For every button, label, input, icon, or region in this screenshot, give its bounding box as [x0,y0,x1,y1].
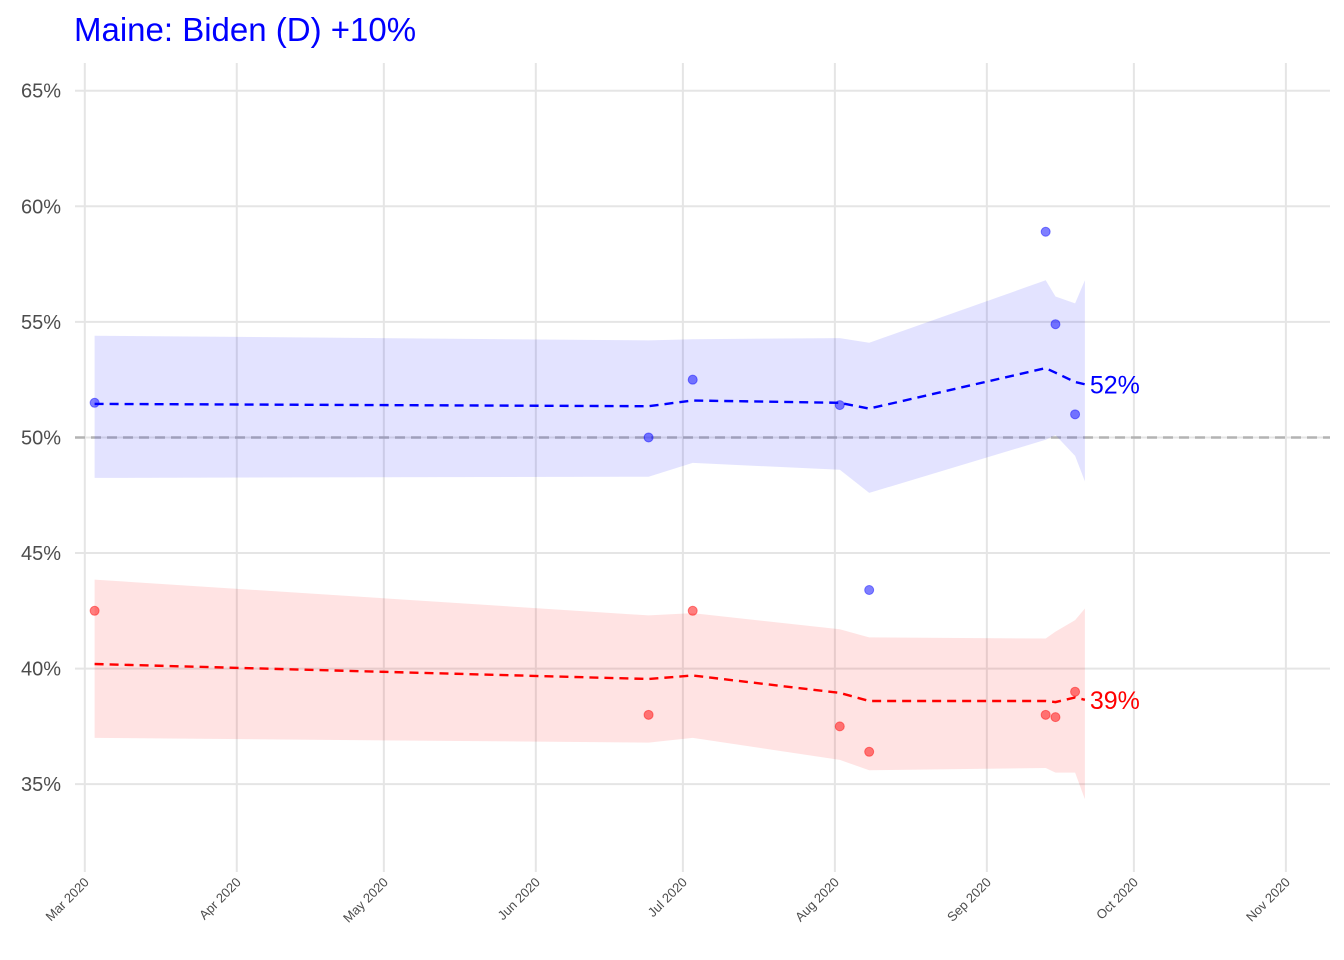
confidence-bands [94,280,1085,800]
biden-poll-point [1050,319,1061,330]
trump-trend-line [94,662,1086,704]
biden-poll-point [89,397,100,408]
y-tick-label: 40% [21,659,61,681]
x-tick-label: Aug 2020 [792,875,842,925]
x-tick-label: Jun 2020 [495,875,543,923]
y-tick-label: 60% [21,196,61,218]
y-tick-label: 50% [21,427,61,449]
chart-title: Maine: Biden (D) +10% [74,11,416,48]
y-tick-labels: 35% 40% 45% 50% 55% 60% 65% [21,81,61,796]
x-tick-label: Mar 2020 [42,875,91,924]
x-tick-label: Oct 2020 [1093,875,1141,923]
biden-poll-point [1070,409,1081,420]
trump-poll-point [1040,709,1051,720]
trump-confidence-band [94,579,1085,800]
x-tick-label: Apr 2020 [196,875,244,923]
trump-poll-point [643,709,654,720]
biden-trend-line [94,366,1086,410]
biden-end-label: 52% [1090,371,1140,399]
trump-poll-point [864,746,875,757]
x-tick-label: Nov 2020 [1243,875,1293,925]
biden-poll-point [834,400,845,411]
x-tick-label: May 2020 [340,875,391,926]
x-tick-labels: Mar 2020 Apr 2020 May 2020 Jun 2020 Jul 2020… [42,875,1293,926]
trend-lines [94,366,1086,704]
y-tick-label: 45% [21,543,61,565]
x-gridlines [83,63,1287,872]
end-labels: 52% 39% [1090,371,1140,715]
x-tick-label: Jul 2020 [645,875,690,920]
x-tick-label: Sep 2020 [944,875,994,925]
trump-poll-point [1050,712,1061,723]
trump-poll-point [687,605,698,616]
y-tick-label: 35% [21,774,61,796]
trump-poll-point [834,721,845,732]
trump-end-label: 39% [1090,687,1140,715]
biden-confidence-band [94,280,1085,493]
biden-poll-point [643,432,654,443]
biden-poll-point [864,585,875,596]
biden-poll-point [1040,226,1051,237]
trump-poll-point [1070,686,1081,697]
biden-poll-point [687,374,698,385]
y-tick-label: 55% [21,312,61,334]
y-tick-label: 65% [21,81,61,103]
poll-points [89,226,1081,757]
trump-poll-point [89,605,100,616]
